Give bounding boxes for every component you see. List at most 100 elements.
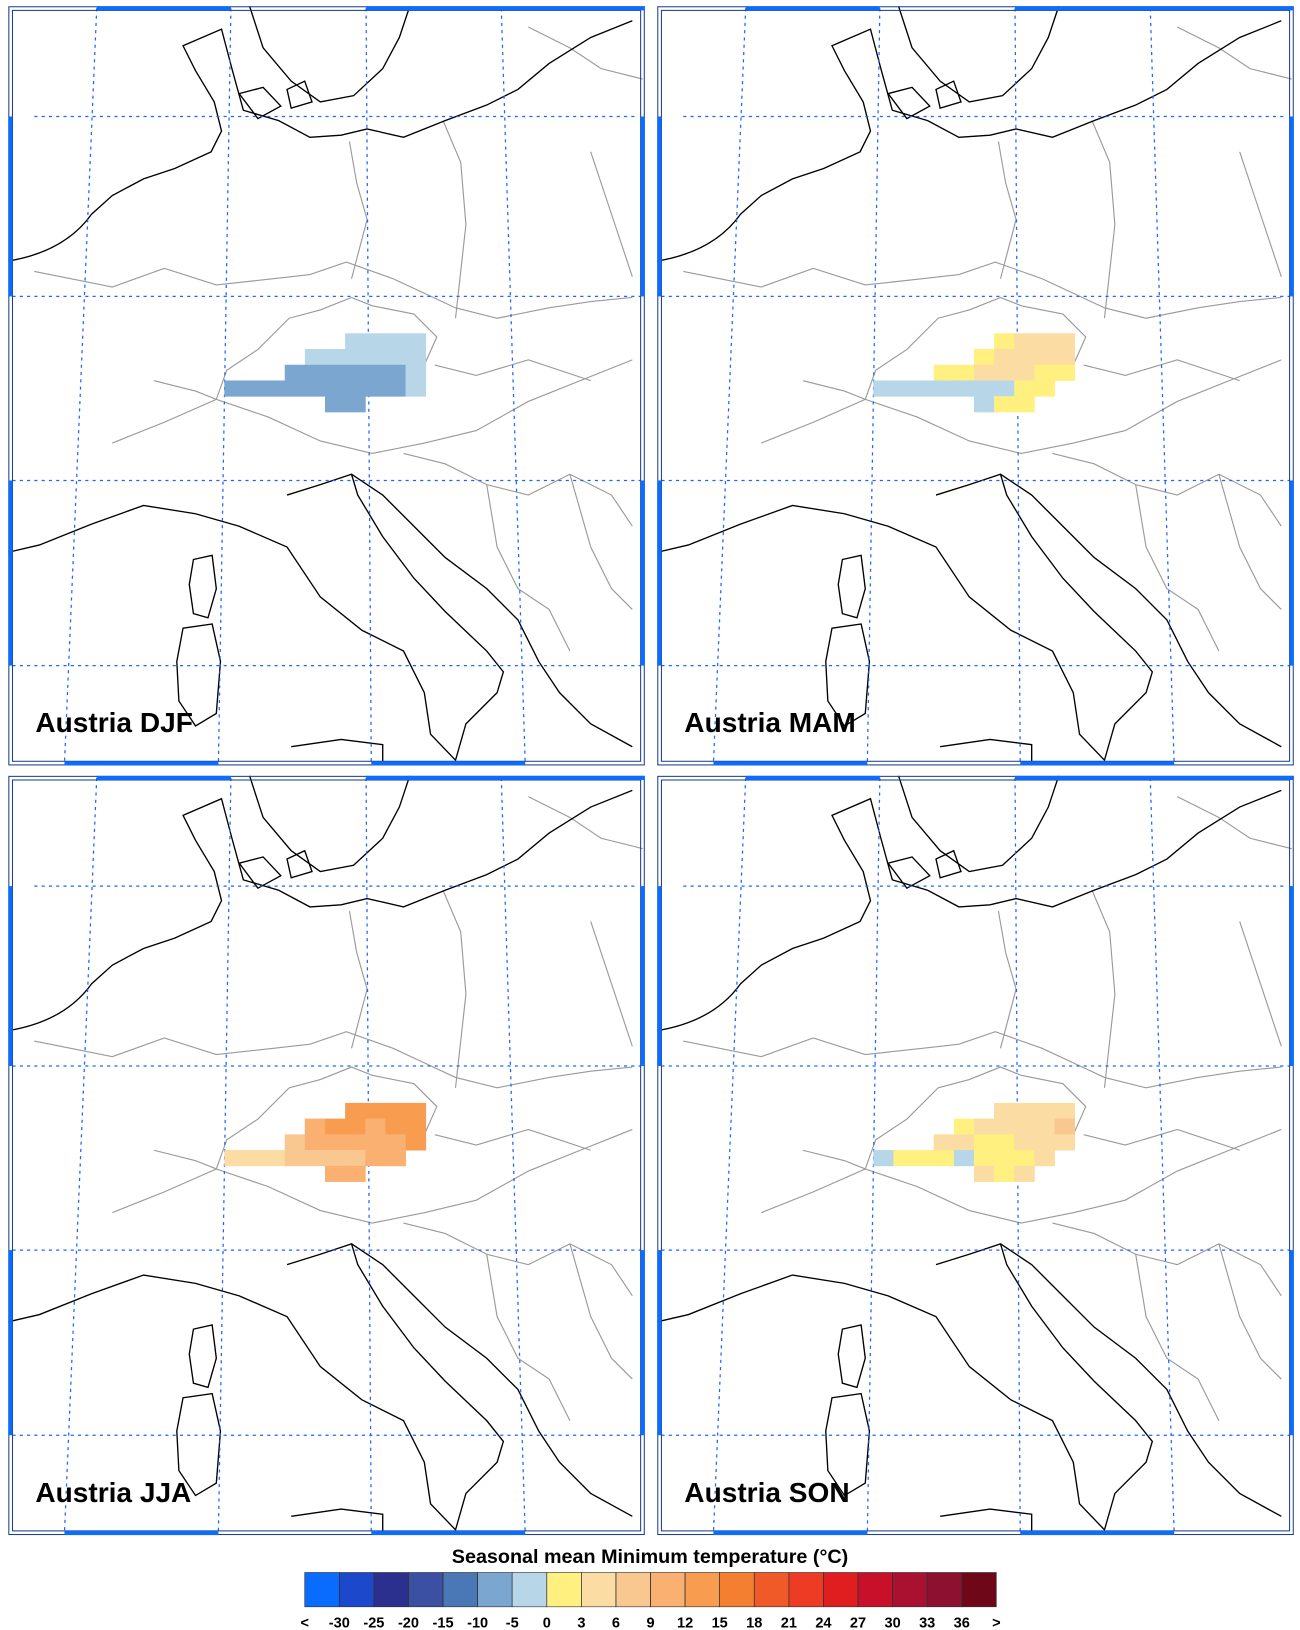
grid-cell: [973, 364, 995, 381]
grid-cell: [1014, 380, 1035, 397]
grid-cell: [345, 1102, 366, 1120]
grid-cell: [385, 349, 406, 366]
grid-cell: [264, 380, 286, 397]
grid-cell: [284, 364, 306, 381]
grid-cell: [405, 1102, 427, 1120]
grid-cell: [325, 364, 346, 381]
colorbar-label: -25: [363, 1615, 384, 1630]
grid-cell: [1054, 364, 1076, 381]
colorbar-label: -15: [433, 1615, 454, 1630]
grid-cell: [1034, 333, 1055, 350]
grid-cell: [385, 1134, 406, 1151]
grid-cell: [365, 364, 386, 381]
grid-cell: [325, 1150, 346, 1167]
data-layer: [224, 333, 427, 413]
colorbar-label: 6: [612, 1615, 620, 1630]
grid-cell: [385, 1102, 406, 1120]
grid-cell: [973, 1118, 995, 1135]
grid-cell: [953, 1134, 975, 1151]
grid-cell: [345, 333, 366, 350]
colorbar: < -30 -25 -20 -15 -10 -5 0 3 6 9 12 15 18 21 24 27 30 33 36…: [300, 1572, 1001, 1630]
colorbar-box: [511, 1572, 548, 1608]
colorbar-label: <: [300, 1615, 308, 1630]
grid-cell: [1034, 349, 1055, 366]
grid-cell: [1034, 1102, 1055, 1120]
grid-cell: [1054, 349, 1076, 366]
grid-cell: [994, 1134, 1015, 1151]
grid-cell: [325, 396, 346, 413]
grid-cell: [304, 380, 326, 397]
grid-cell: [994, 364, 1015, 381]
colorbar-box: [304, 1572, 340, 1608]
grid-cell: [405, 380, 427, 397]
grid-cell: [325, 380, 346, 397]
colorbar-title: Seasonal mean Minimum temperature (°C): [452, 1546, 848, 1568]
grid-cell: [345, 364, 366, 381]
grid-cell: [385, 333, 406, 350]
grid-cell: [1054, 333, 1076, 350]
grid-cell: [284, 1134, 306, 1151]
grid-cell: [1014, 364, 1035, 381]
grid-cell: [973, 349, 995, 366]
grid-cell: [365, 380, 386, 397]
grid-cell: [304, 364, 326, 381]
data-layer: [873, 1102, 1076, 1182]
grid-cell: [325, 349, 346, 366]
grid-cell: [1034, 1134, 1055, 1151]
colorbar-label: 33: [919, 1615, 935, 1630]
grid-cell: [244, 380, 266, 397]
colorbar-label: 12: [677, 1615, 693, 1630]
colorbar-box: [650, 1572, 686, 1608]
colorbar-box: [857, 1572, 893, 1608]
grid-cell: [953, 1118, 975, 1135]
colorbar-box: [408, 1572, 444, 1608]
grid-cell: [405, 1134, 427, 1151]
colorbar-label: -30: [329, 1615, 350, 1630]
grid-cell: [1054, 1102, 1076, 1120]
grid-cell: [345, 1118, 366, 1135]
grid-cell: [994, 1102, 1015, 1120]
map-panel: Austria JJA: [7, 775, 646, 1536]
grid-cell: [385, 364, 406, 381]
grid-cell: [994, 380, 1015, 397]
grid-cell: [304, 1150, 326, 1167]
colorbar-box: [442, 1572, 478, 1608]
colorbar-box: [546, 1572, 582, 1608]
colorbar-label: -5: [506, 1615, 519, 1630]
grid-cell: [994, 1165, 1015, 1182]
grid-cell: [953, 364, 975, 381]
grid-cell: [385, 1118, 406, 1135]
colorbar-box: [719, 1572, 755, 1608]
grid-cell: [933, 380, 955, 397]
grid-cell: [933, 1150, 955, 1167]
panel-title: Austria DJF: [35, 707, 193, 738]
grid-cell: [365, 1150, 386, 1167]
grid-cell: [994, 349, 1015, 366]
data-layer: [873, 333, 1076, 413]
grid-cell: [893, 1150, 914, 1167]
colorbar-label: 27: [850, 1615, 866, 1630]
map-panel: Austria DJF: [7, 5, 646, 767]
colorbar-box: [615, 1572, 651, 1608]
grid-cell: [345, 380, 366, 397]
grid-cell: [345, 1134, 366, 1151]
colorbar-label: 24: [815, 1615, 832, 1630]
grid-cell: [873, 1150, 894, 1167]
grid-cell: [973, 1165, 995, 1182]
grid-cell: [953, 380, 975, 397]
colorbar-label: 0: [543, 1615, 551, 1630]
grid-cell: [284, 380, 306, 397]
grid-cell: [224, 380, 245, 397]
grid-cell: [365, 333, 386, 350]
grid-cell: [1014, 1150, 1035, 1167]
panel-title: Austria MAM: [684, 707, 856, 738]
colorbar-label: 3: [577, 1615, 585, 1630]
grid-cell: [284, 1150, 306, 1167]
grid-cell: [1034, 364, 1055, 381]
grid-cell: [913, 380, 935, 397]
grid-cell: [345, 396, 366, 413]
colorbar-label: >: [992, 1615, 1001, 1630]
grid-cell: [405, 1118, 427, 1135]
grid-cell: [1014, 349, 1035, 366]
